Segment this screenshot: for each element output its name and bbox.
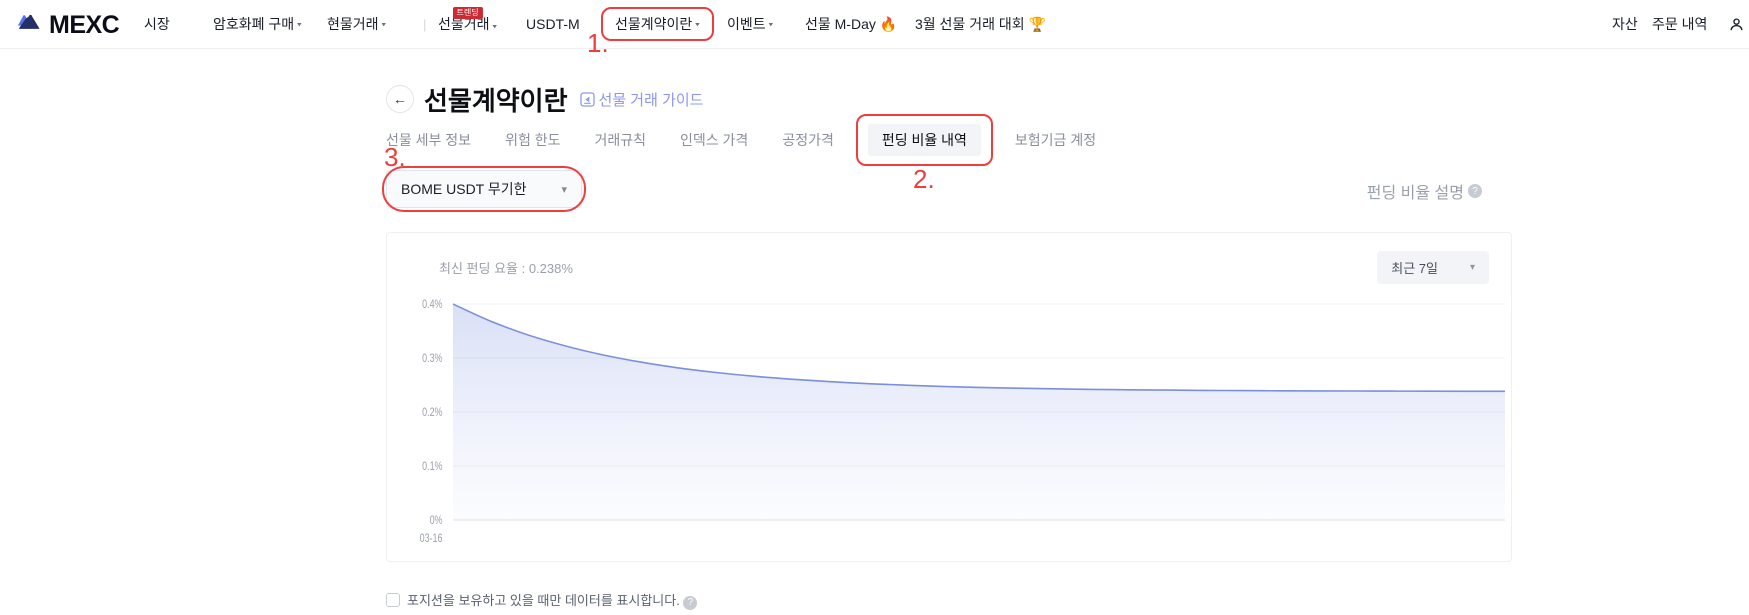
svg-text:0.2%: 0.2% [422, 406, 443, 420]
svg-text:0%: 0% [430, 514, 443, 528]
svg-text:0.1%: 0.1% [422, 460, 443, 474]
svg-text:0.3%: 0.3% [422, 352, 443, 366]
svg-text:03-16: 03-16 [420, 532, 443, 546]
svg-text:0.4%: 0.4% [422, 298, 443, 312]
